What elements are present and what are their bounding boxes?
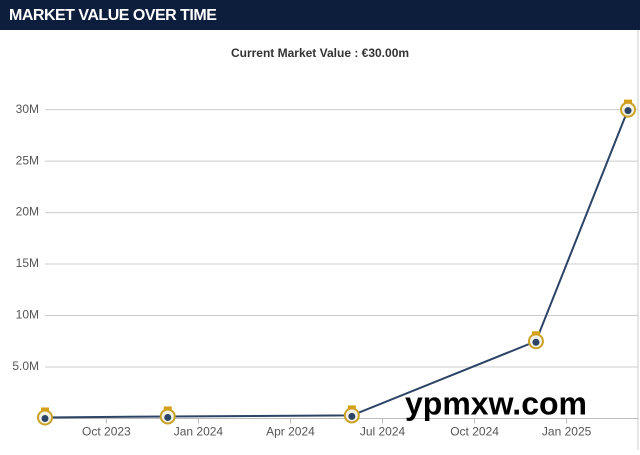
x-tick-label: Jul 2024: [360, 425, 406, 439]
crest-part: [624, 107, 632, 115]
crest-part: [164, 413, 172, 421]
chart-title: Current Market Value : €30.00m: [231, 46, 409, 60]
point-marker: [343, 405, 360, 424]
x-tick-label: Jan 2025: [542, 425, 592, 439]
y-tick-label: 15M: [16, 256, 39, 270]
point-marker: [527, 331, 544, 350]
y-tick-label: 30M: [16, 102, 39, 116]
y-tick-label: 10M: [16, 308, 39, 322]
x-tick-label: Apr 2024: [266, 425, 315, 439]
x-tick-label: Jan 2024: [174, 425, 224, 439]
watermark: ypmxw.com: [405, 385, 587, 421]
crest-part: [531, 331, 540, 336]
point-marker: [37, 407, 53, 426]
x-tick-label: Oct 2024: [450, 425, 499, 439]
y-tick-label: 5.0M: [12, 359, 39, 373]
point-marker: [620, 99, 636, 118]
y-tick-label: 25M: [16, 153, 39, 167]
point-marker: [159, 406, 176, 425]
x-tick-label: Oct 2023: [82, 425, 131, 439]
header-title: MARKET VALUE OVER TIME: [9, 7, 217, 24]
crest-part: [41, 414, 49, 422]
crest-part: [624, 99, 632, 104]
series-line: [44, 109, 629, 419]
crest-part: [163, 406, 172, 411]
crest-part: [41, 407, 49, 412]
header-bar: [0, 0, 640, 30]
y-tick-label: 20M: [16, 205, 39, 219]
crest-part: [347, 405, 356, 410]
crest-part: [348, 412, 356, 420]
crest-part: [532, 338, 540, 346]
